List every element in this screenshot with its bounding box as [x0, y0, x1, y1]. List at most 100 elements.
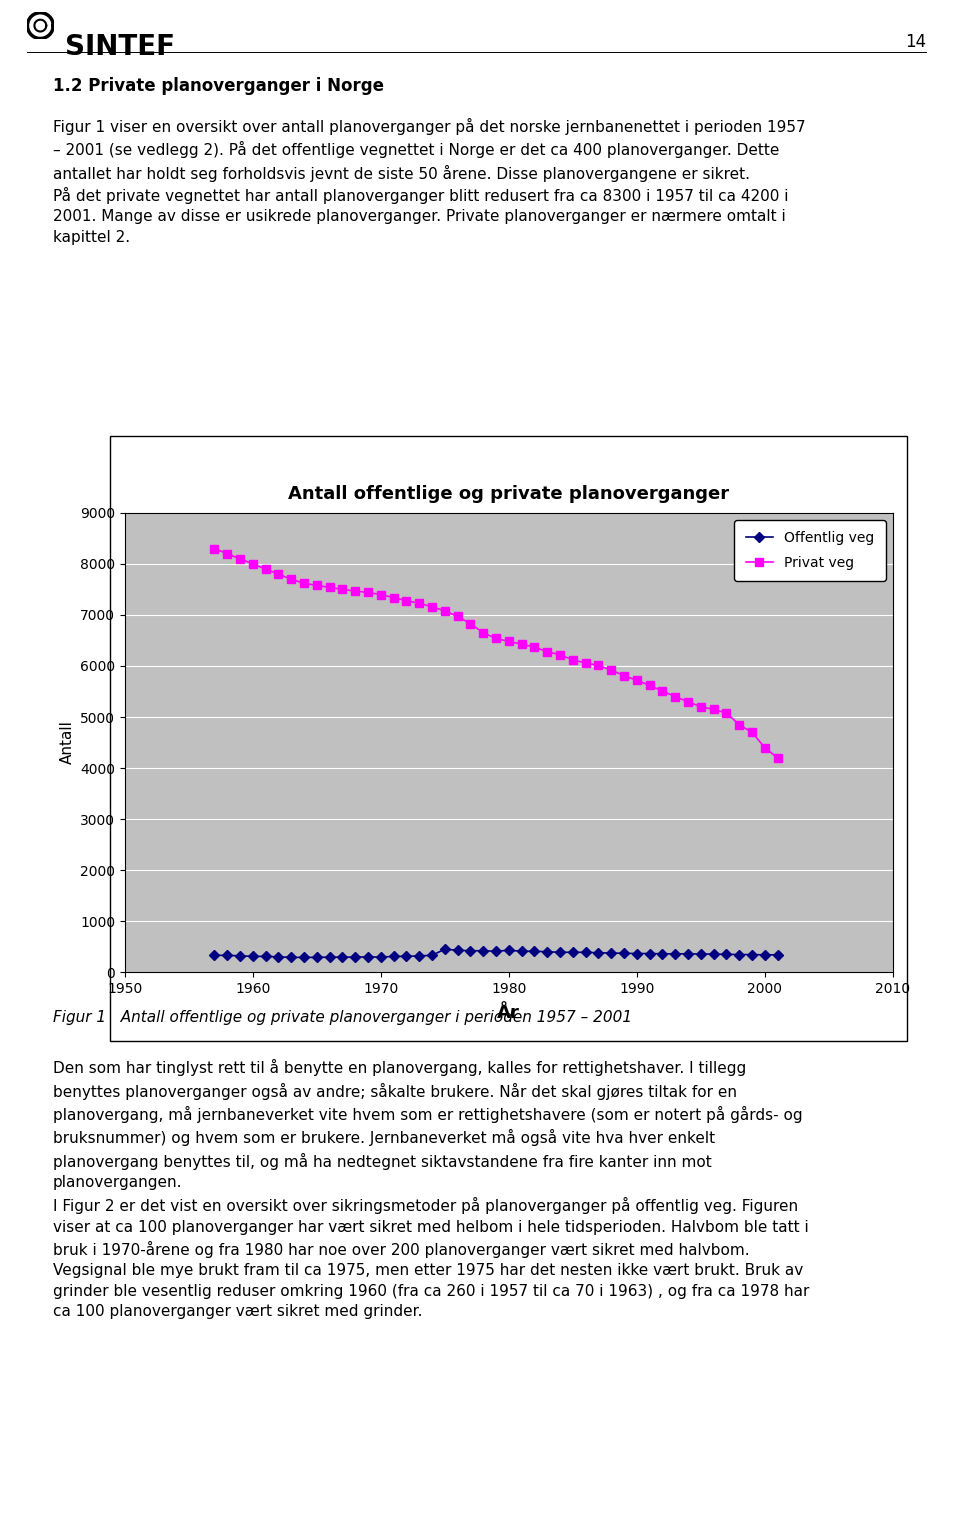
Privat veg [362, 583, 373, 602]
Offentlig veg [580, 943, 591, 961]
Offentlig veg [721, 945, 732, 963]
Privat veg [746, 723, 757, 741]
Offentlig veg [759, 946, 771, 965]
Text: SINTEF: SINTEF [65, 32, 176, 61]
Privat veg [465, 614, 476, 632]
Offentlig veg [516, 942, 527, 960]
Offentlig veg [683, 945, 694, 963]
Privat veg [644, 677, 656, 695]
Offentlig veg [299, 948, 310, 966]
Text: Den som har tinglyst rett til å benytte en planovergang, kalles for rettighetsha: Den som har tinglyst rett til å benytte … [53, 1059, 803, 1190]
Offentlig veg [618, 945, 630, 963]
Offentlig veg [644, 945, 656, 963]
Privat veg [388, 588, 399, 606]
Offentlig veg [439, 940, 450, 958]
Privat veg [285, 570, 297, 588]
Y-axis label: Antall: Antall [60, 721, 74, 764]
Privat veg [554, 646, 565, 664]
Privat veg [772, 749, 783, 767]
Privat veg [669, 687, 681, 706]
Offentlig veg [311, 948, 323, 966]
Privat veg [606, 661, 617, 680]
Privat veg [683, 692, 694, 710]
Privat veg [567, 651, 579, 669]
Legend: Offentlig veg, Privat veg: Offentlig veg, Privat veg [734, 521, 886, 582]
Privat veg [708, 700, 719, 718]
Offentlig veg [285, 948, 297, 966]
Offentlig veg [375, 948, 387, 966]
Offentlig veg [273, 948, 284, 966]
Offentlig veg [349, 948, 361, 966]
Privat veg [273, 565, 284, 583]
Offentlig veg [592, 943, 604, 961]
Privat veg [541, 643, 553, 661]
Offentlig veg [733, 946, 745, 965]
Privat veg [618, 666, 630, 684]
Text: På det private vegnettet har antall planoverganger blitt redusert fra ca 8300 i : På det private vegnettet har antall plan… [53, 187, 788, 245]
Offentlig veg [491, 942, 502, 960]
Text: 14: 14 [905, 32, 926, 51]
Privat veg [260, 560, 272, 579]
Privat veg [375, 585, 387, 603]
Offentlig veg [337, 948, 348, 966]
Offentlig veg [452, 942, 464, 960]
Privat veg [695, 698, 707, 717]
Offentlig veg [554, 943, 565, 961]
Privat veg [337, 580, 348, 599]
Offentlig veg [708, 945, 719, 963]
Offentlig veg [222, 946, 233, 965]
Privat veg [247, 554, 258, 573]
Offentlig veg [503, 942, 515, 960]
Privat veg [592, 657, 604, 675]
Offentlig veg [247, 948, 258, 966]
Privat veg [631, 671, 642, 689]
Text: 1.2 Private planoverganger i Norge: 1.2 Private planoverganger i Norge [53, 77, 384, 95]
Offentlig veg [541, 943, 553, 961]
Text: Figur 1 viser en oversikt over antall planoverganger på det norske jernbanenette: Figur 1 viser en oversikt over antall pl… [53, 118, 805, 182]
Privat veg [503, 632, 515, 651]
Offentlig veg [414, 946, 425, 965]
Privat veg [721, 704, 732, 723]
Privat veg [349, 582, 361, 600]
Offentlig veg [695, 945, 707, 963]
Offentlig veg [260, 948, 272, 966]
Offentlig veg [324, 948, 335, 966]
Privat veg [491, 629, 502, 648]
Privat veg [580, 654, 591, 672]
Privat veg [311, 576, 323, 594]
Privat veg [324, 579, 335, 597]
Privat veg [234, 550, 246, 568]
Privat veg [400, 591, 412, 609]
Privat veg [516, 635, 527, 654]
Offentlig veg [772, 946, 783, 965]
Privat veg [299, 574, 310, 592]
Privat veg [426, 597, 438, 615]
Privat veg [759, 738, 771, 756]
X-axis label: År: År [497, 1004, 520, 1023]
Offentlig veg [400, 948, 412, 966]
Title: Antall offentlige og private planoverganger: Antall offentlige og private planovergan… [288, 485, 730, 504]
Offentlig veg [567, 943, 579, 961]
Text: I Figur 2 er det vist en oversikt over sikringsmetoder på planoverganger på offe: I Figur 2 er det vist en oversikt over s… [53, 1197, 809, 1320]
Privat veg [414, 594, 425, 612]
Offentlig veg [362, 948, 373, 966]
Offentlig veg [631, 945, 642, 963]
Offentlig veg [746, 946, 757, 965]
Offentlig veg [234, 946, 246, 965]
Privat veg [439, 602, 450, 620]
Privat veg [733, 715, 745, 733]
Offentlig veg [477, 942, 489, 960]
Offentlig veg [426, 946, 438, 965]
Offentlig veg [606, 943, 617, 963]
Offentlig veg [657, 945, 668, 963]
Privat veg [477, 623, 489, 641]
Privat veg [208, 539, 220, 557]
Offentlig veg [208, 946, 220, 965]
Line: Offentlig veg: Offentlig veg [211, 946, 781, 961]
Privat veg [452, 608, 464, 626]
Privat veg [222, 545, 233, 563]
Offentlig veg [465, 942, 476, 960]
Offentlig veg [669, 945, 681, 963]
Line: Privat veg: Privat veg [210, 545, 781, 762]
Offentlig veg [388, 948, 399, 966]
